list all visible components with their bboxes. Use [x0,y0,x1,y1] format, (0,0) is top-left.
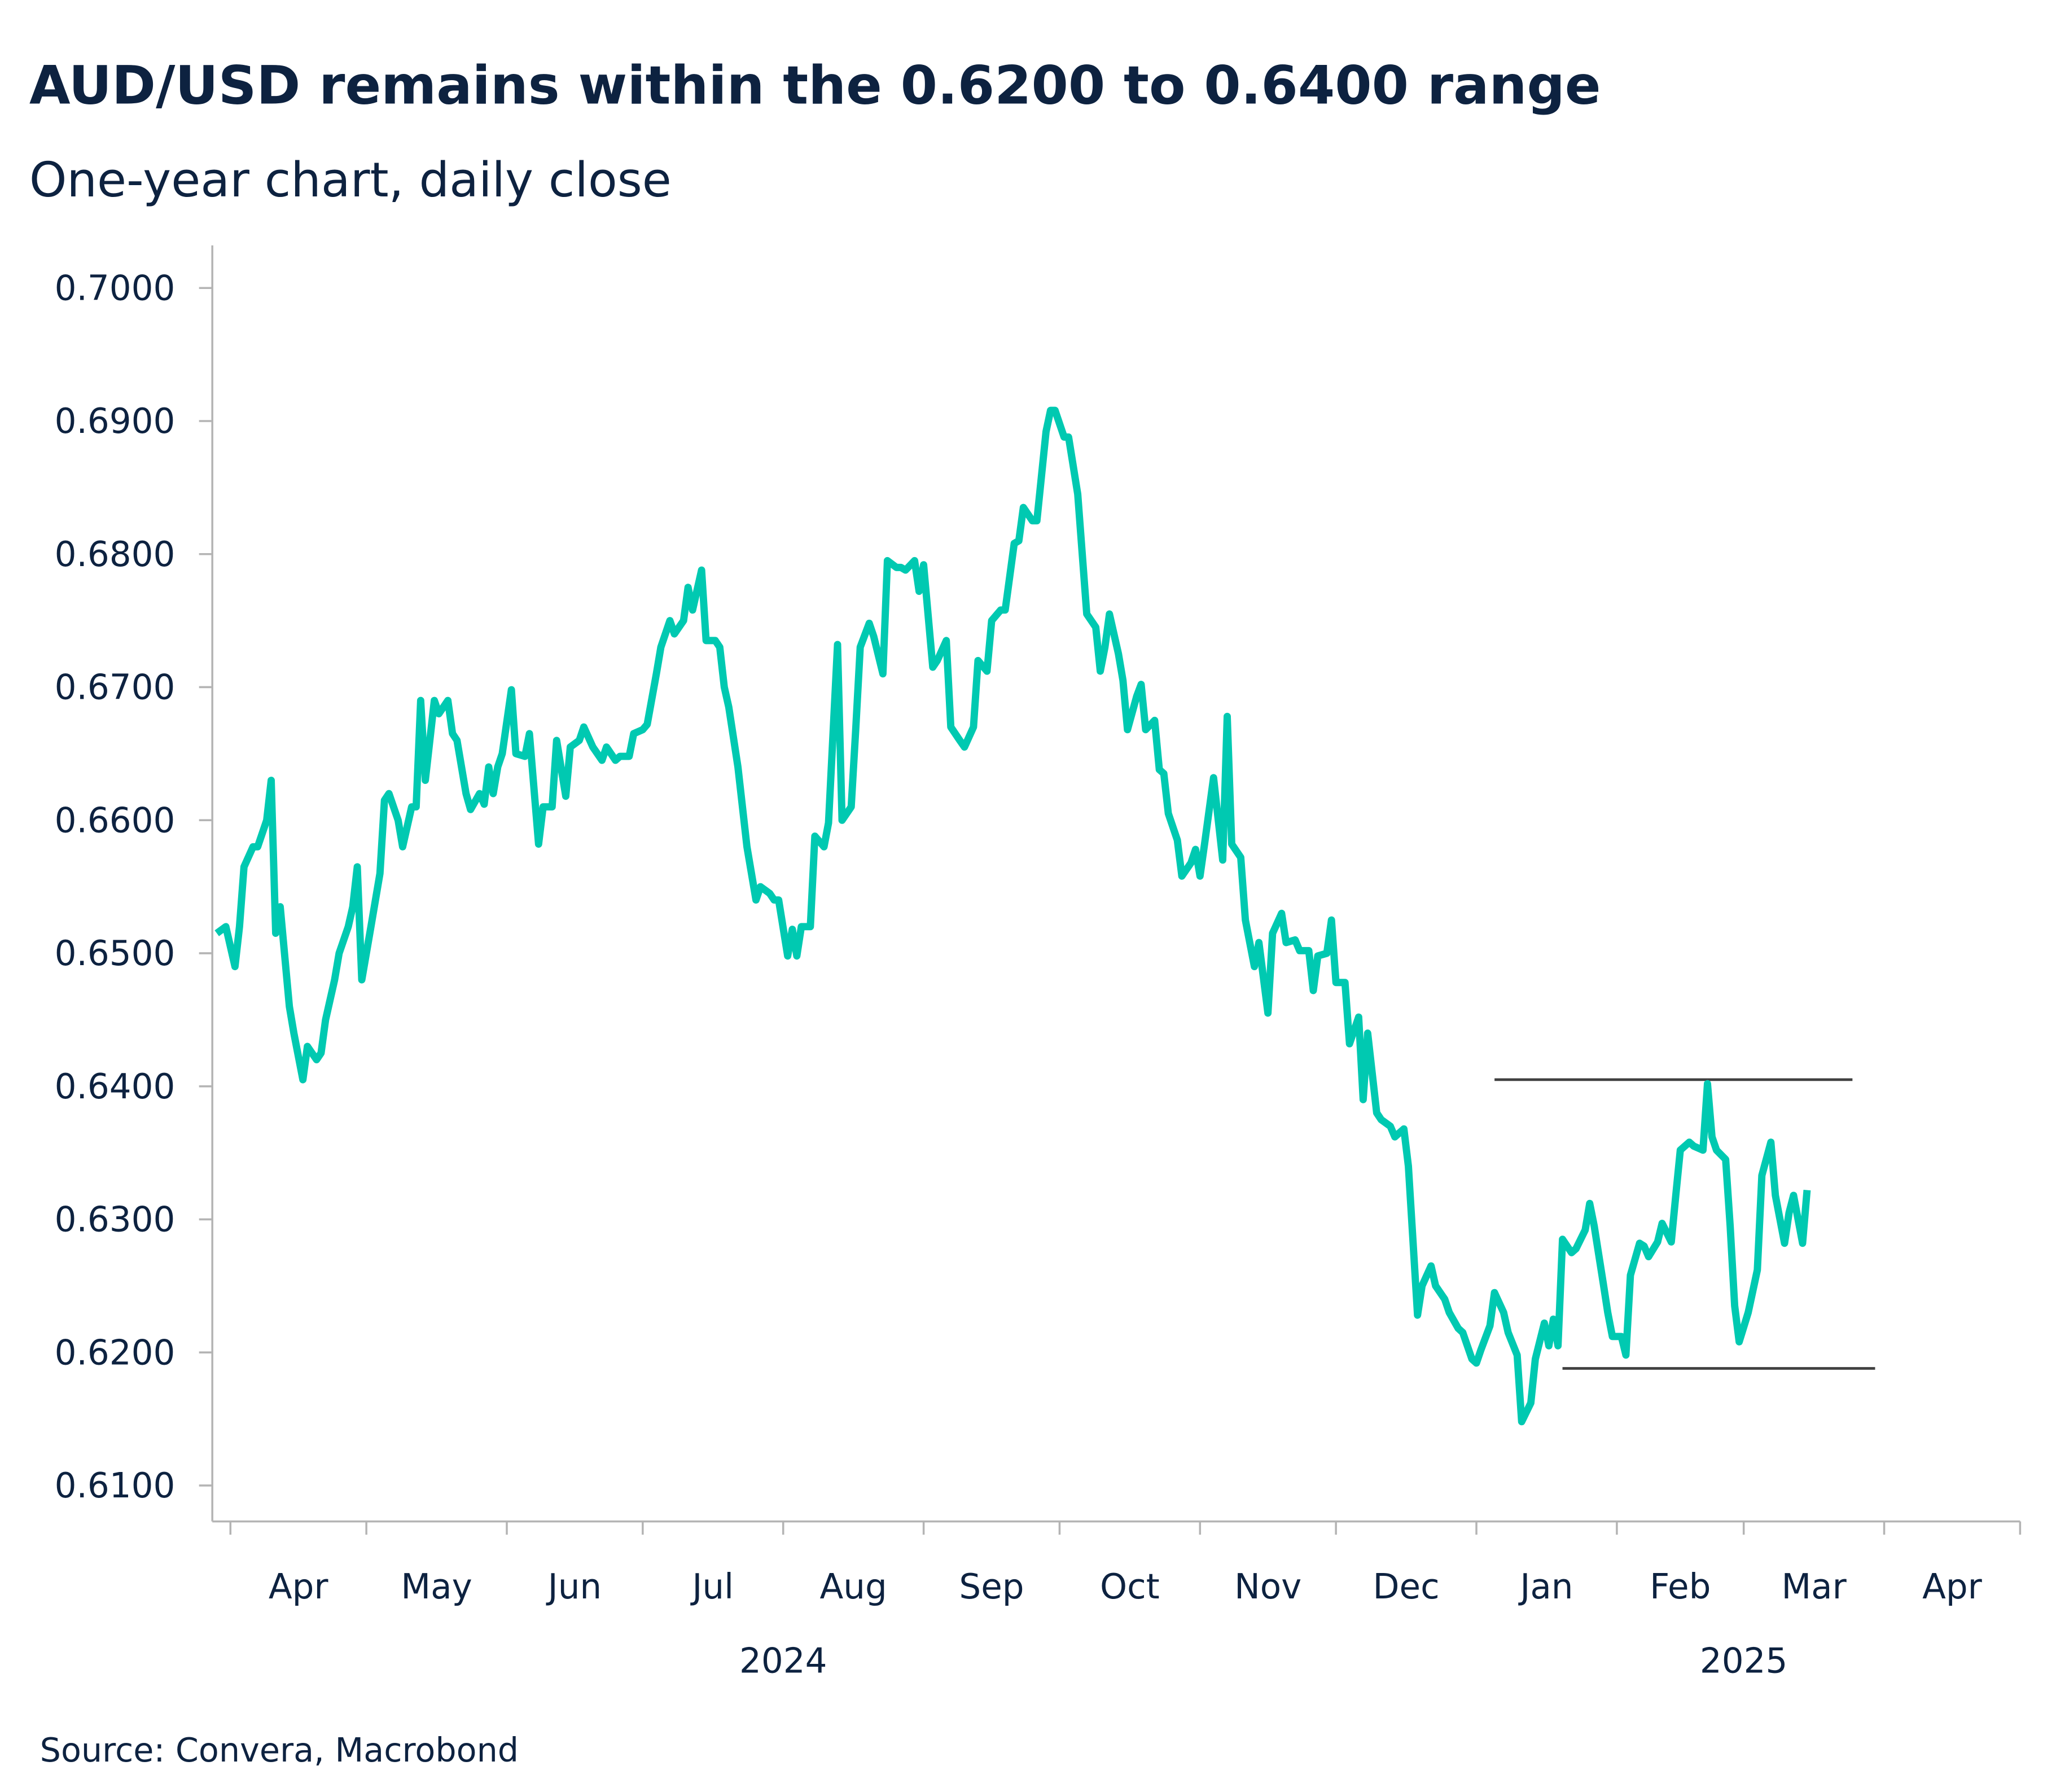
y-tick-label: 0.6200 [55,1333,176,1373]
x-month-label: Jul [690,1567,734,1607]
y-tick-label: 0.6900 [55,401,176,441]
y-tick-label: 0.6400 [55,1067,176,1107]
x-month-label: Aug [820,1567,887,1607]
x-year-label: 2025 [1700,1641,1787,1681]
x-month-label: May [401,1567,472,1607]
y-tick-label: 0.6300 [55,1200,176,1240]
x-month-label: Nov [1234,1567,1301,1607]
y-tick-label: 0.6500 [55,934,176,974]
x-month-label: Apr [269,1567,329,1607]
y-tick-label: 0.6600 [55,800,176,840]
x-month-label: Oct [1100,1567,1160,1607]
y-tick-label: 0.6700 [55,668,176,708]
x-month-label: Sep [959,1567,1024,1607]
x-year-label: 2024 [739,1641,827,1681]
x-month-label: Dec [1373,1567,1439,1607]
chart-subtitle: One-year chart, daily close [29,152,672,208]
series-line-audusd [214,406,1811,1426]
range-lines [1494,1078,1875,1370]
source-note: Source: Convera, Macrobond [40,1730,519,1769]
x-month-label: Jan [1518,1567,1573,1607]
chart-title: AUD/USD remains within the 0.6200 to 0.6… [29,55,1601,116]
y-tick-label: 0.6800 [55,534,176,575]
x-month-label: Feb [1650,1567,1711,1607]
x-month-label: Jun [546,1567,602,1607]
axes: 0.6100 0.6200 0.6300 0.6400 0.6500 0.6600 0.67… [55,245,2022,1681]
x-month-label: Mar [1781,1567,1847,1607]
y-tick-label: 0.6100 [55,1466,176,1506]
y-tick-label: 0.7000 [55,268,176,308]
x-month-label: Apr [1922,1567,1983,1607]
